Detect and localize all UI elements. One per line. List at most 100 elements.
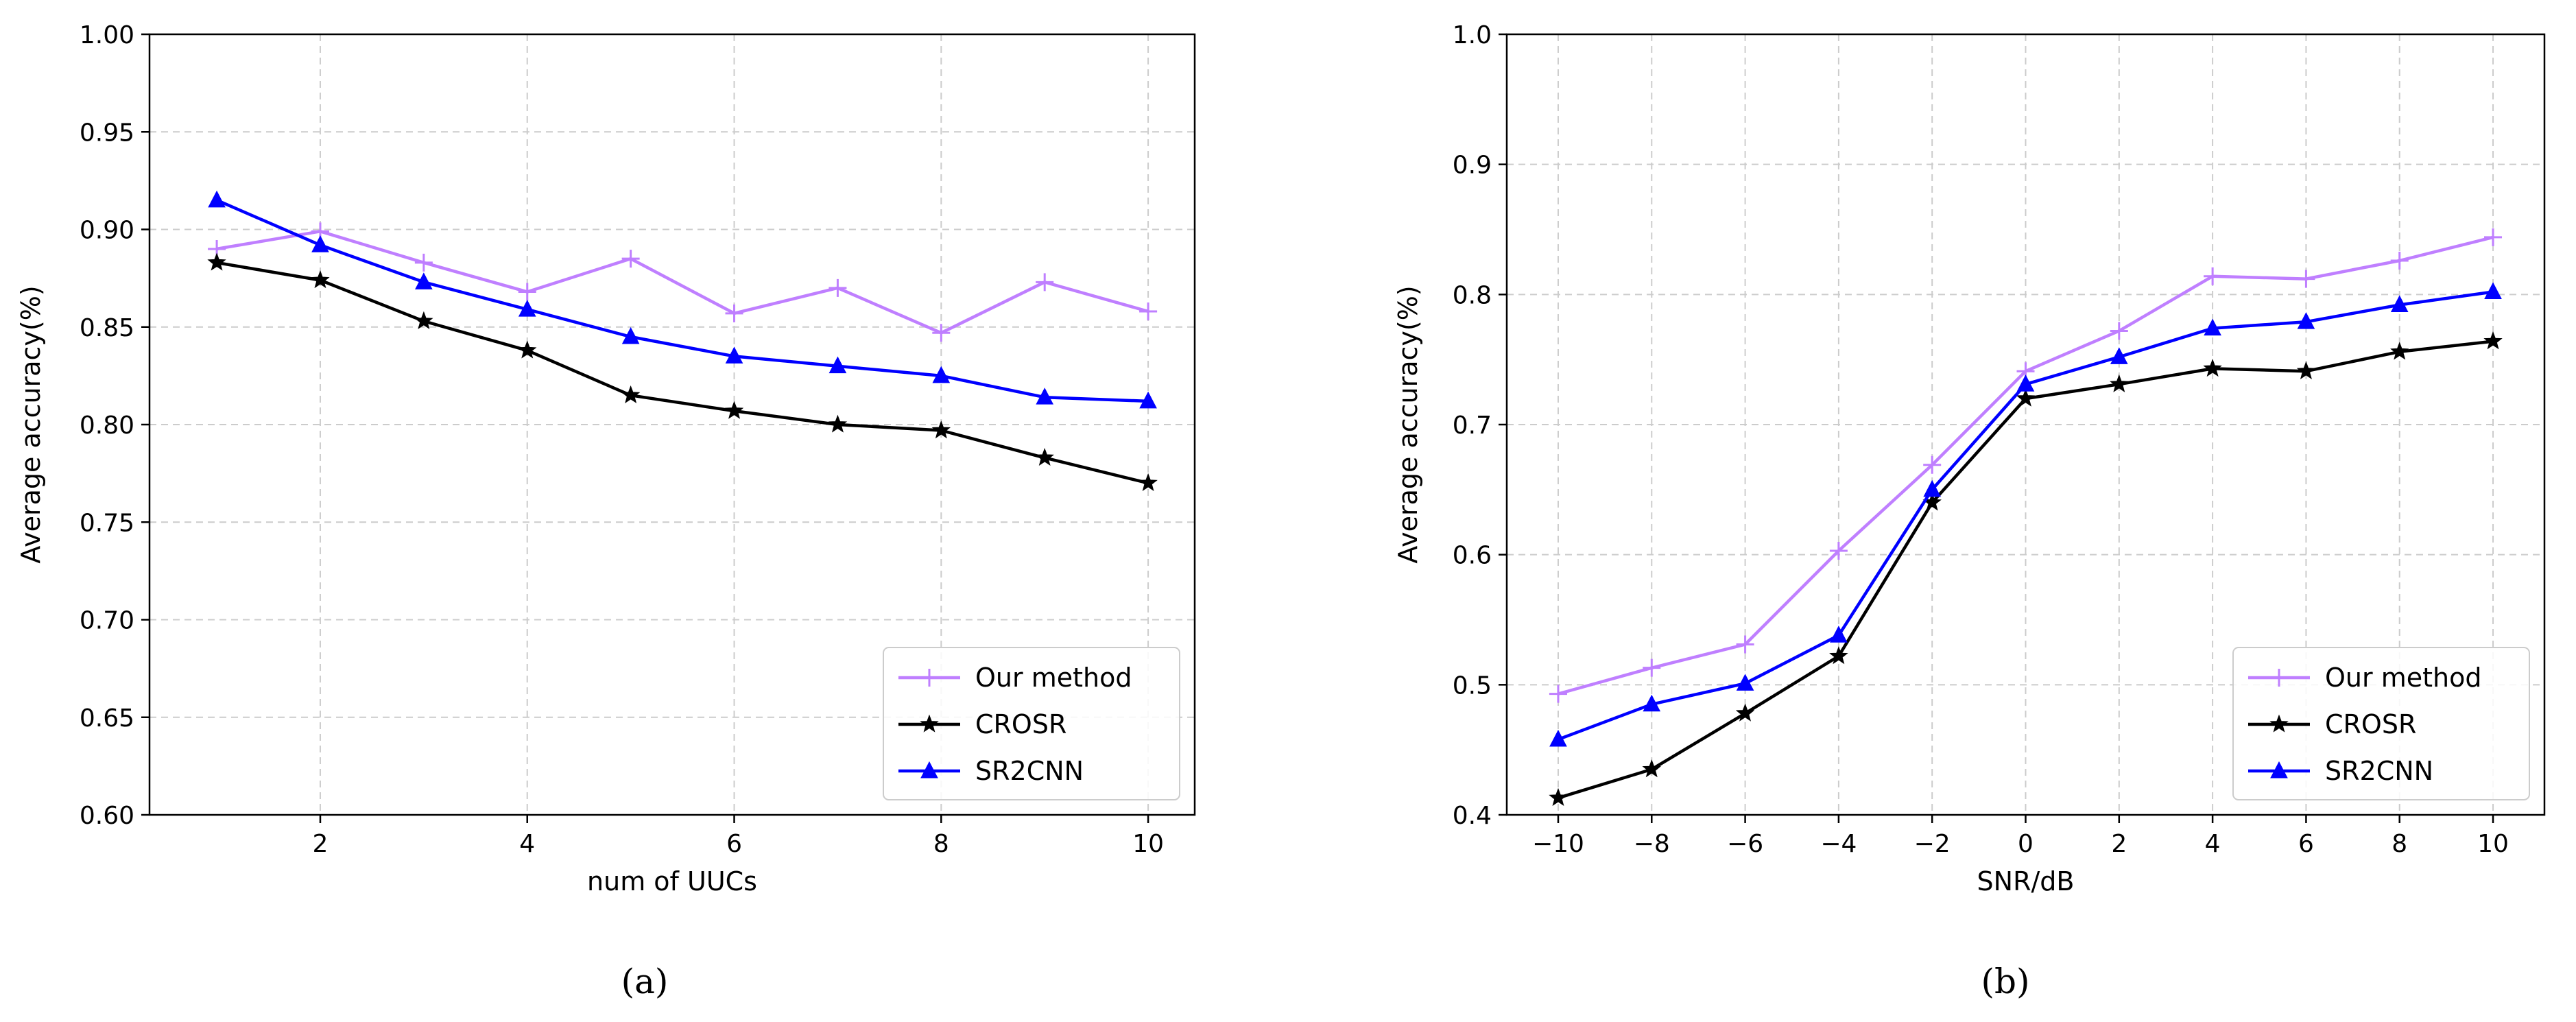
x-tick-label: 0: [2018, 830, 2034, 858]
x-tick-label: 10: [2477, 830, 2509, 858]
data-point: [2296, 361, 2316, 379]
y-tick-label: 0.6: [1453, 542, 1492, 570]
series-crosr: [1549, 331, 2503, 807]
data-point: [1829, 541, 1848, 560]
data-point: [724, 401, 744, 419]
y-tick-label: 0.8: [1453, 281, 1492, 309]
y-tick-label: 1.00: [80, 21, 134, 49]
figure-caption: (b): [1981, 962, 2029, 1001]
x-tick-label: −8: [1634, 830, 1670, 858]
x-axis-label: SNR/dB: [1977, 866, 2075, 896]
data-point: [1735, 703, 1755, 722]
legend-entry: SR2CNN: [898, 756, 1084, 786]
data-point: [415, 272, 433, 289]
data-point: [207, 252, 226, 271]
legend-entry: CROSR: [898, 709, 1066, 739]
y-axis-label: Average accuracy(%): [1393, 285, 1423, 563]
data-point: [1829, 646, 1848, 665]
series-our-method: [208, 222, 1158, 342]
legend-marker: [2269, 714, 2289, 733]
data-point: [1923, 479, 1942, 497]
data-point: [1036, 273, 1054, 292]
x-tick-label: 10: [1132, 830, 1164, 858]
y-tick-label: 0.85: [80, 314, 134, 342]
data-point: [1643, 658, 1661, 677]
data-point: [311, 270, 330, 289]
x-tick-label: 2: [2111, 830, 2127, 858]
data-point: [1830, 626, 1848, 643]
data-point: [828, 356, 847, 374]
x-tick-label: 6: [726, 830, 742, 858]
data-point: [725, 304, 743, 322]
data-point: [725, 346, 743, 364]
data-point: [2390, 295, 2409, 313]
data-point: [828, 278, 847, 297]
legend-entry: CROSR: [2248, 709, 2416, 739]
legend-entry: SR2CNN: [2248, 756, 2433, 786]
legend-marker: [920, 761, 938, 779]
data-point: [414, 311, 433, 329]
data-point: [2297, 312, 2315, 329]
data-point: [1642, 759, 1661, 778]
y-axis-label: Average accuracy(%): [16, 285, 46, 563]
series-line: [216, 230, 1149, 335]
series-crosr: [207, 252, 1158, 492]
data-point: [2016, 388, 2036, 407]
series-our-method: [1549, 228, 2503, 703]
data-point: [2390, 342, 2409, 360]
x-tick-label: −10: [1532, 830, 1584, 858]
data-point: [1035, 447, 1054, 466]
data-point: [621, 250, 640, 268]
x-tick-label: 2: [313, 830, 329, 858]
data-point: [932, 366, 951, 383]
series-line: [216, 261, 1149, 485]
series-sr2cnn: [208, 190, 1157, 409]
data-point: [1139, 302, 1158, 320]
legend-box: [2232, 647, 2530, 800]
legend-label: SR2CNN: [975, 756, 1084, 786]
data-point: [2203, 358, 2222, 377]
figure-caption: (a): [621, 962, 669, 1001]
data-point: [1138, 473, 1158, 492]
legend-marker: [920, 714, 939, 733]
data-point: [2484, 228, 2503, 246]
data-point: [2110, 322, 2128, 340]
data-point: [2297, 270, 2315, 288]
x-tick-label: 4: [2205, 830, 2221, 858]
data-point: [518, 283, 536, 301]
legend-entry: Our method: [2248, 663, 2481, 693]
data-point: [1923, 455, 1942, 474]
data-point: [311, 235, 329, 252]
data-point: [1139, 391, 1157, 409]
data-point: [2390, 252, 2409, 270]
y-tick-label: 0.80: [80, 412, 134, 440]
y-tick-label: 0.65: [80, 704, 134, 733]
data-point: [621, 385, 641, 403]
data-point: [2484, 282, 2502, 300]
chart-b: −10 −8 −6 −4 −2 0 2 4 6 8 10 0.4 0.5 0.6 0.7 0.8 0.9 1.0 S…: [1393, 21, 2546, 1001]
x-tick-label: −2: [1914, 830, 1951, 858]
x-tick-label: 4: [519, 830, 535, 858]
y-tick-label: 0.75: [80, 509, 134, 537]
series-sr2cnn: [1549, 282, 2502, 747]
series-line: [216, 198, 1149, 403]
legend-label: SR2CNN: [2325, 756, 2433, 786]
data-point: [2204, 318, 2221, 336]
data-point: [2483, 331, 2503, 350]
legend: Our method CROSR SR2CNN: [883, 647, 1180, 800]
y-tick-label: 0.60: [80, 802, 134, 830]
y-tick-label: 0.95: [80, 119, 134, 147]
x-tick-label: 6: [2298, 830, 2314, 858]
x-axis-label: num of UUCs: [587, 866, 757, 896]
y-tick-label: 0.70: [80, 607, 134, 635]
legend-marker: [2270, 761, 2288, 779]
legend-marker: [2270, 669, 2288, 687]
legend-box: [883, 647, 1180, 800]
data-point: [2016, 375, 2035, 392]
y-tick-label: 0.90: [80, 217, 134, 245]
y-tick-label: 0.5: [1453, 672, 1492, 700]
x-tick-label: 8: [2392, 830, 2407, 858]
data-point: [518, 300, 536, 317]
data-point: [1736, 674, 1754, 691]
